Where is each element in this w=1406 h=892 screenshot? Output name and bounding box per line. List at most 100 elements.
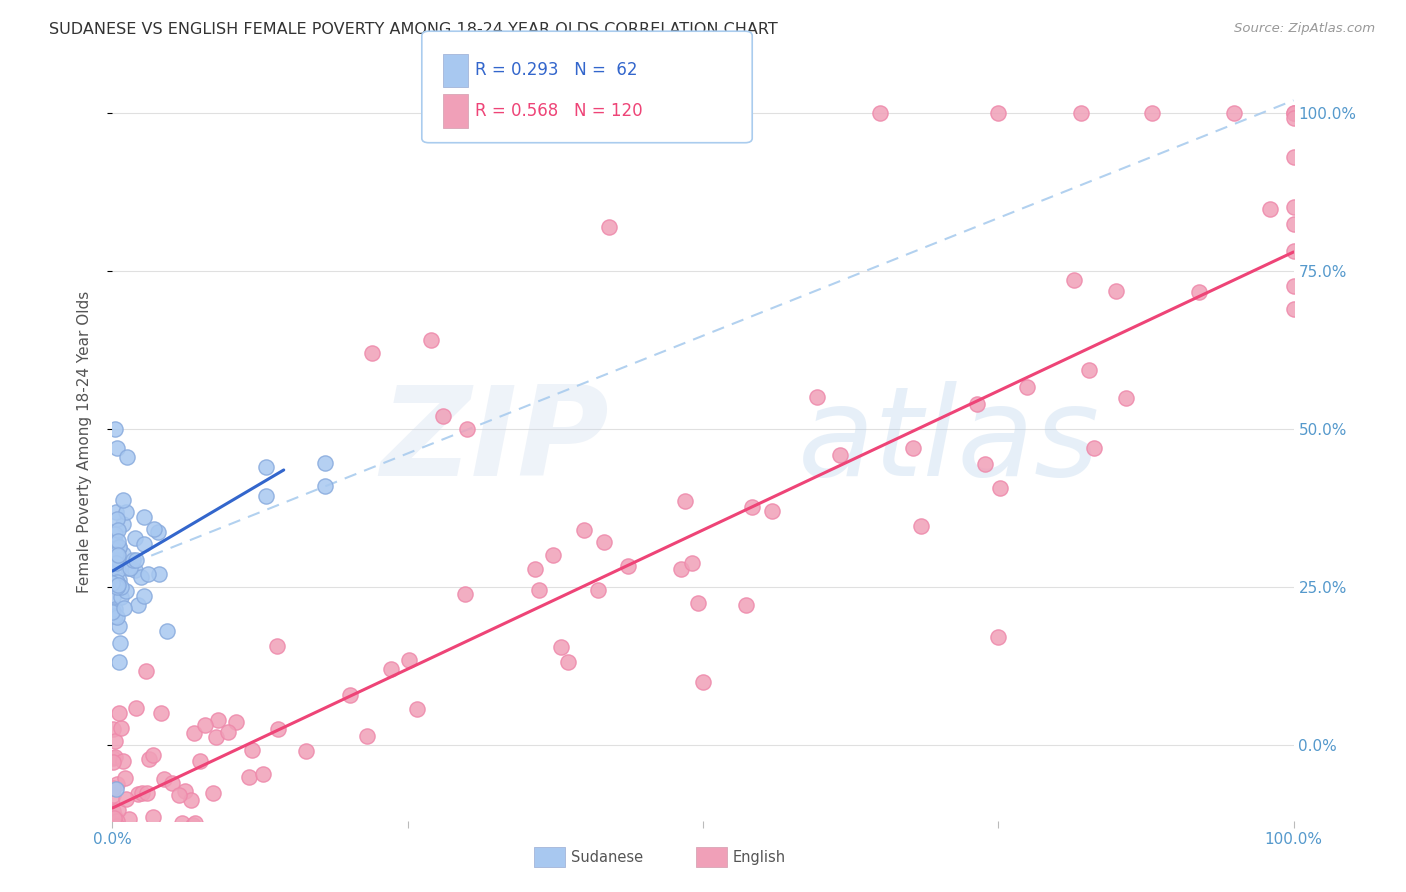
Point [254,489,277,503]
Point [108,574,131,588]
Point [107,803,129,817]
Point [188,755,211,769]
Point [617,558,640,573]
Point [111,547,134,561]
Point [108,832,131,847]
Point [180,793,202,807]
Point [107,563,129,577]
Point [966,397,988,411]
Point [103,832,125,847]
Point [135,664,157,678]
Point [105,819,128,833]
Point [107,549,129,563]
Point [101,832,124,847]
Point [108,541,131,555]
Point [1282,278,1305,293]
Point [124,531,146,545]
Point [132,589,155,603]
Point [598,219,620,234]
Point [160,776,183,790]
Point [105,547,128,561]
Text: Sudanese: Sudanese [571,850,643,864]
Text: Source: ZipAtlas.com: Source: ZipAtlas.com [1234,22,1375,36]
Point [107,552,129,566]
Point [910,519,932,533]
Point [149,706,172,721]
Point [167,788,190,802]
Point [527,582,550,597]
Point [194,718,217,732]
Point [1282,106,1305,120]
Point [122,832,145,847]
Point [131,786,153,800]
Point [207,714,229,728]
Point [111,754,134,768]
Point [105,580,128,594]
Point [104,505,127,519]
Point [1282,244,1305,258]
Point [987,631,1010,645]
Point [1105,284,1128,298]
Point [1282,106,1305,120]
Point [141,810,163,824]
Point [153,772,176,786]
Point [184,815,207,830]
Point [869,106,891,120]
Point [380,662,402,676]
Text: ZIP: ZIP [380,381,609,502]
Point [541,548,564,562]
Point [356,729,378,743]
Point [103,734,125,748]
Point [148,524,170,539]
Point [105,575,128,590]
Point [101,819,124,833]
Point [314,456,336,470]
Text: atlas: atlas [797,381,1099,502]
Point [217,724,239,739]
Point [104,422,127,436]
Point [1258,202,1281,216]
Point [105,575,128,590]
Point [240,743,263,757]
Point [108,706,131,721]
Point [101,755,124,769]
Point [692,674,714,689]
Point [1077,363,1099,377]
Point [572,523,595,537]
Point [103,541,125,556]
Point [134,510,156,524]
Point [103,811,125,825]
Point [103,558,125,573]
Point [101,750,124,764]
Y-axis label: Female Poverty Among 18-24 Year Olds: Female Poverty Among 18-24 Year Olds [77,291,91,592]
Point [104,527,127,541]
Point [104,534,127,549]
Point [107,523,129,537]
Point [115,450,138,465]
Point [104,810,127,824]
Point [1188,285,1211,299]
Point [114,505,136,519]
Point [125,552,148,566]
Point [254,459,277,474]
Point [205,730,228,744]
Point [990,481,1012,495]
Point [681,556,703,570]
Point [1063,273,1085,287]
Point [121,553,143,567]
Point [266,639,288,653]
Point [593,534,616,549]
Point [183,726,205,740]
Point [155,832,177,847]
Point [673,493,696,508]
Point [170,815,193,830]
Point [1282,217,1305,231]
Text: R = 0.568   N = 120: R = 0.568 N = 120 [475,102,643,120]
Point [107,577,129,591]
Point [111,493,134,508]
Point [339,688,361,702]
Point [101,605,124,619]
Point [806,390,828,404]
Text: SUDANESE VS ENGLISH FEMALE POVERTY AMONG 18-24 YEAR OLDS CORRELATION CHART: SUDANESE VS ENGLISH FEMALE POVERTY AMONG… [49,22,778,37]
Point [138,752,160,766]
